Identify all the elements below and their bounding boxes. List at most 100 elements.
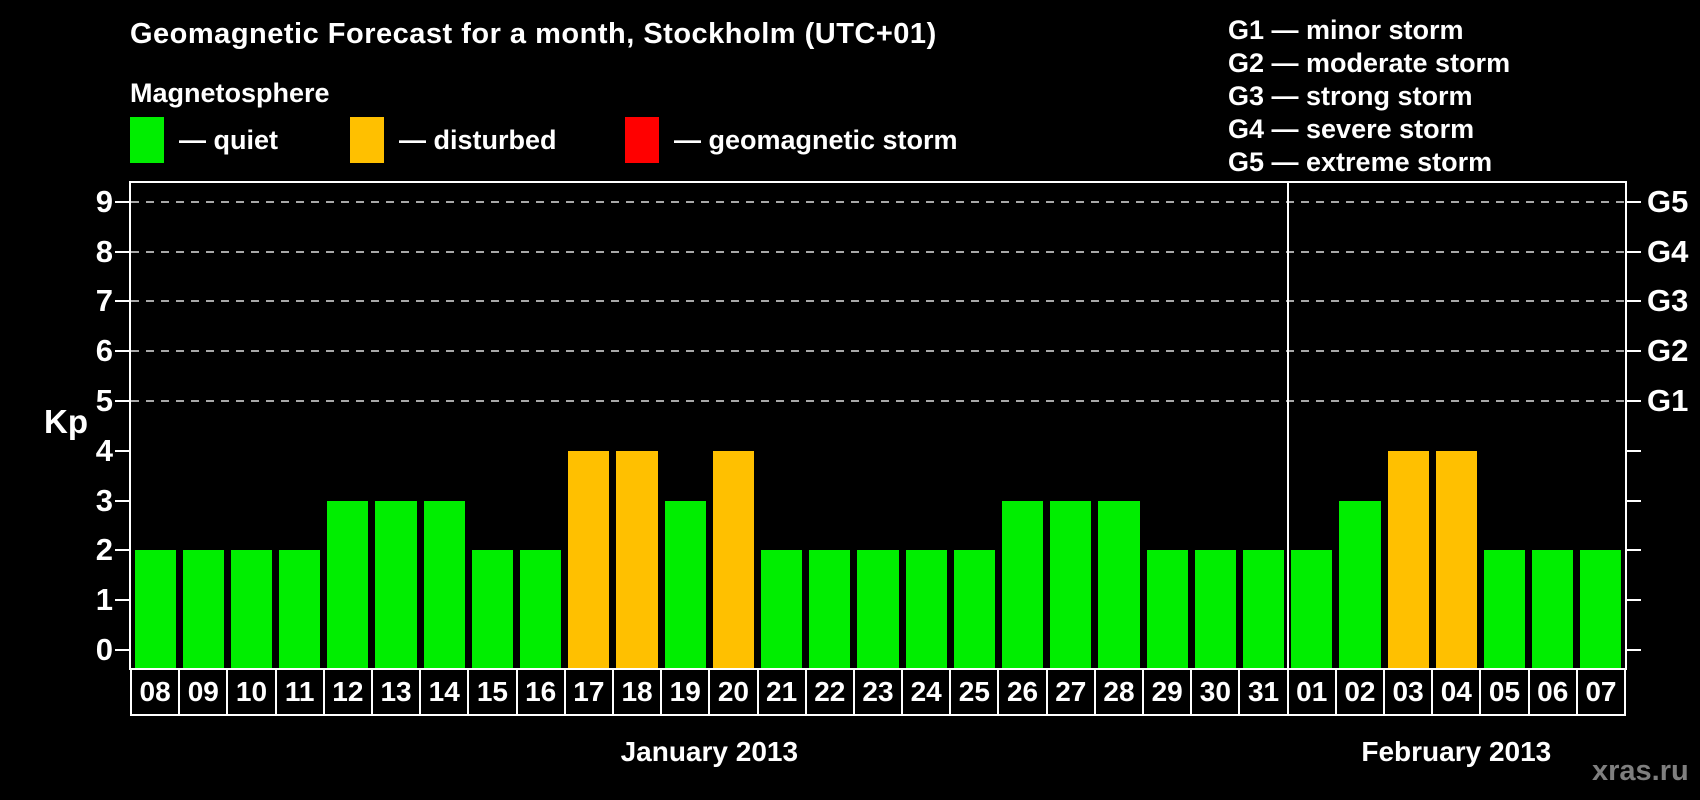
kp-bar bbox=[1194, 550, 1236, 668]
day-cell: 07 bbox=[1575, 668, 1626, 716]
day-cell: 15 bbox=[467, 668, 518, 716]
legend-item-storm: — geomagnetic storm bbox=[625, 116, 958, 164]
legend-label-quiet: — quiet bbox=[179, 124, 278, 155]
kp-bar bbox=[1387, 450, 1429, 668]
g-scale-label: G1 bbox=[1647, 383, 1689, 418]
day-cell: 08 bbox=[130, 668, 181, 716]
kp-bar bbox=[1291, 550, 1333, 668]
right-axis-tick bbox=[1627, 200, 1641, 203]
day-cell: 28 bbox=[1093, 668, 1145, 716]
day-cell: 23 bbox=[852, 668, 904, 716]
g-scale-label: G2 bbox=[1647, 333, 1689, 369]
kp-gridline bbox=[131, 200, 1625, 203]
kp-bar bbox=[664, 500, 706, 668]
right-axis-tick bbox=[1627, 449, 1641, 452]
legend-label-storm: — geomagnetic storm bbox=[674, 124, 958, 155]
day-cell: 16 bbox=[515, 668, 566, 716]
day-cell: 04 bbox=[1431, 668, 1482, 716]
day-cell: 27 bbox=[1045, 668, 1096, 716]
right-axis-tick bbox=[1627, 649, 1641, 651]
kp-bar bbox=[471, 550, 514, 668]
g-scale-legend: G1 — minor storm G2 — moderate storm G3 … bbox=[1228, 14, 1510, 179]
kp-bar bbox=[327, 500, 369, 668]
left-axis-tick bbox=[115, 250, 129, 253]
month-separator-line bbox=[1286, 183, 1289, 668]
kp-bar bbox=[423, 500, 465, 668]
g-scale-label: G4 bbox=[1647, 233, 1689, 269]
day-cell: 29 bbox=[1142, 668, 1193, 716]
kp-gridline bbox=[131, 350, 1625, 353]
y-axis-tick-label: 9 bbox=[95, 183, 113, 219]
kp-bar bbox=[1146, 550, 1188, 668]
kp-bar bbox=[568, 450, 610, 668]
day-cell: 21 bbox=[756, 668, 807, 716]
left-axis-tick bbox=[115, 499, 129, 502]
kp-bar bbox=[1050, 500, 1092, 668]
kp-bar bbox=[809, 550, 851, 668]
g5-legend-line: G5 — extreme storm bbox=[1228, 147, 1493, 177]
day-cell: 20 bbox=[708, 668, 759, 716]
kp-bar bbox=[279, 550, 321, 668]
day-cell: 09 bbox=[178, 668, 229, 716]
storm-color-swatch bbox=[625, 117, 659, 163]
xras-watermark: xras.ru bbox=[1592, 755, 1689, 787]
y-axis-tick-label: 3 bbox=[95, 482, 113, 518]
day-cell: 02 bbox=[1334, 668, 1386, 716]
g3-legend-line: G3 — strong storm bbox=[1228, 81, 1473, 111]
left-axis-tick bbox=[115, 449, 129, 452]
legend-item-quiet: — quiet bbox=[130, 116, 278, 164]
chart-title: Geomagnetic Forecast for a month, Stockh… bbox=[130, 18, 937, 50]
g-scale-label: G5 bbox=[1647, 183, 1689, 219]
right-axis-tick bbox=[1627, 549, 1641, 552]
left-axis-tick bbox=[115, 400, 129, 402]
left-axis-tick bbox=[115, 300, 129, 303]
kp-bar bbox=[1242, 550, 1285, 668]
legend-label-disturbed: — disturbed bbox=[399, 124, 557, 155]
right-axis-tick bbox=[1627, 250, 1641, 253]
day-cell: 14 bbox=[419, 668, 470, 716]
day-cell: 30 bbox=[1190, 668, 1241, 716]
day-cell: 05 bbox=[1479, 668, 1530, 716]
quiet-color-swatch bbox=[130, 117, 164, 163]
day-cell: 01 bbox=[1286, 668, 1337, 716]
y-axis-tick-label: 6 bbox=[95, 333, 113, 369]
g2-legend-line: G2 — moderate storm bbox=[1228, 48, 1511, 78]
day-cell: 03 bbox=[1383, 668, 1434, 716]
day-cell: 19 bbox=[660, 668, 711, 716]
left-axis-tick bbox=[115, 599, 129, 602]
kp-bar bbox=[375, 500, 417, 668]
y-axis-tick-label: 1 bbox=[95, 582, 113, 618]
kp-gridline bbox=[131, 250, 1625, 253]
kp-bar bbox=[520, 550, 562, 668]
right-axis-tick bbox=[1627, 350, 1641, 353]
kp-bar bbox=[230, 550, 273, 668]
g4-legend-line: G4 — severe storm bbox=[1228, 114, 1475, 144]
kp-bar bbox=[1532, 550, 1574, 668]
right-axis-tick bbox=[1627, 400, 1641, 402]
right-axis-tick bbox=[1627, 300, 1641, 303]
right-axis-tick bbox=[1627, 499, 1641, 502]
g-scale-label: G3 bbox=[1647, 283, 1689, 319]
day-cell: 31 bbox=[1238, 668, 1289, 716]
kp-bar bbox=[1483, 550, 1526, 668]
left-axis-tick bbox=[115, 350, 129, 353]
kp-gridline bbox=[131, 300, 1625, 303]
day-cell: 22 bbox=[804, 668, 855, 716]
y-axis-tick-label: 8 bbox=[95, 233, 113, 269]
day-cell: 25 bbox=[949, 668, 1000, 716]
kp-bar bbox=[1098, 500, 1140, 668]
y-axis-tick-label: 7 bbox=[95, 283, 113, 319]
kp-bar bbox=[712, 450, 754, 668]
day-cell: 26 bbox=[997, 668, 1048, 716]
y-axis-tick-label: 2 bbox=[95, 532, 113, 568]
kp-bar bbox=[1580, 550, 1622, 668]
kp-bar bbox=[1001, 500, 1044, 668]
legend-item-disturbed: — disturbed bbox=[350, 116, 557, 164]
y-axis-tick-label: 5 bbox=[95, 383, 113, 418]
day-cell: 11 bbox=[274, 668, 325, 716]
g1-legend-line: G1 — minor storm bbox=[1228, 15, 1464, 45]
day-cell: 17 bbox=[563, 668, 614, 716]
month-label: February 2013 bbox=[1361, 736, 1552, 767]
kp-bar bbox=[905, 550, 947, 668]
